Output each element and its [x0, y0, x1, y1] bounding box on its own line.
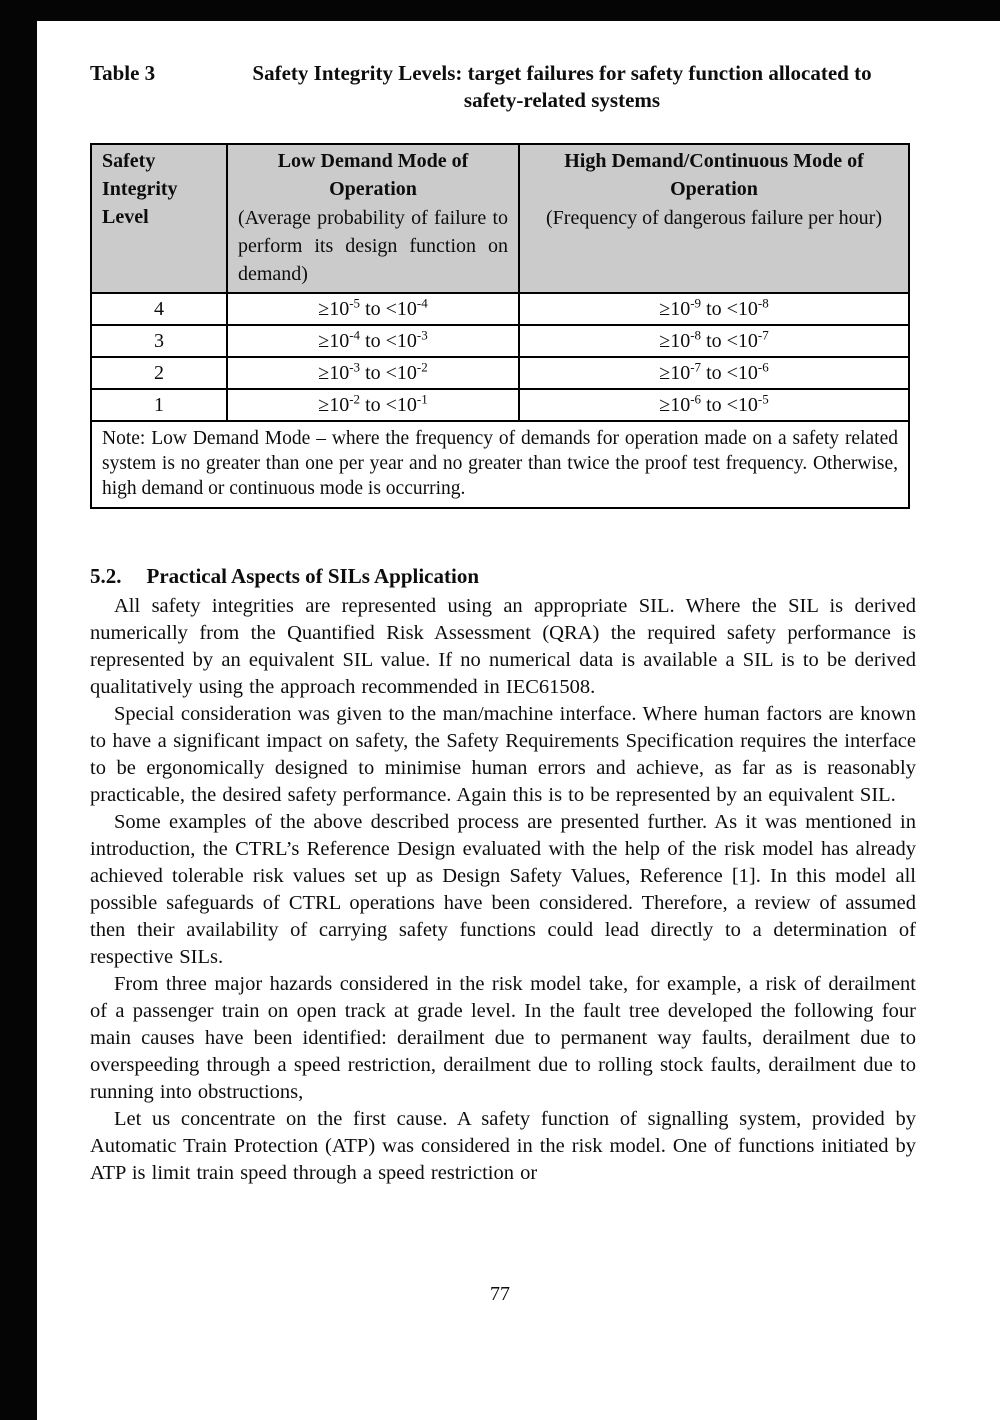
- body-paragraphs: All safety integrities are represented u…: [90, 593, 916, 1187]
- sil-level-cell: 1: [90, 388, 228, 422]
- low-demand-cell: ≥10-4 to <10-3: [226, 324, 520, 358]
- table-caption-label: Table 3: [90, 61, 156, 85]
- table-row: 2 ≥10-3 to <10-2 ≥10-7 to <10-6: [90, 356, 910, 390]
- sil-level-cell: 2: [90, 356, 228, 390]
- paragraph: From three major hazards considered in t…: [90, 973, 916, 1103]
- page-number: 77: [490, 1283, 510, 1305]
- high-demand-cell: ≥10-7 to <10-6: [518, 356, 910, 390]
- high-demand-title: High Demand/Continuous Mode of Operation: [564, 150, 864, 200]
- page-content: Table 3 Safety Integrity Levels: target …: [90, 60, 916, 1187]
- table-caption-title-line2: safety-related systems: [463, 88, 661, 112]
- high-demand-cell: ≥10-9 to <10-8: [518, 292, 910, 326]
- header-row: Safety Integrity Level Low Demand Mode o…: [90, 143, 910, 294]
- high-demand-subtitle: (Frequency of dangerous failure per hour…: [546, 207, 882, 229]
- sil-table: Safety Integrity Level Low Demand Mode o…: [90, 143, 910, 509]
- paragraph: All safety integrities are represented u…: [90, 595, 916, 698]
- table-row: 3 ≥10-4 to <10-3 ≥10-8 to <10-7: [90, 324, 910, 358]
- low-demand-subtitle: (Average probability of failure to perfo…: [238, 207, 508, 285]
- note-row: Note: Low Demand Mode – where the freque…: [90, 420, 910, 509]
- sil-table-body: 4 ≥10-5 to <10-4 ≥10-9 to <10-8 3 ≥10-4 to <…: [90, 292, 910, 422]
- high-demand-cell: ≥10-6 to <10-5: [518, 388, 910, 422]
- sil-table-header: Safety Integrity Level Low Demand Mode o…: [90, 143, 910, 294]
- header-cell-sil-level: Safety Integrity Level: [90, 143, 228, 294]
- table-caption: Table 3 Safety Integrity Levels: target …: [90, 60, 916, 114]
- header-sil-level-label: Safety Integrity Level: [102, 150, 178, 228]
- sil-table-foot: Note: Low Demand Mode – where the freque…: [90, 420, 910, 509]
- low-demand-cell: ≥10-3 to <10-2: [226, 356, 520, 390]
- table-row: 4 ≥10-5 to <10-4 ≥10-9 to <10-8: [90, 292, 910, 326]
- low-demand-cell: ≥10-5 to <10-4: [226, 292, 520, 326]
- table-caption-title: Safety Integrity Levels: target failures…: [208, 60, 916, 114]
- section-number: 5.2.: [90, 564, 122, 588]
- sil-level-cell: 4: [90, 292, 228, 326]
- paragraph: Some examples of the above described pro…: [90, 811, 916, 968]
- header-cell-low-demand: Low Demand Mode of Operation (Average pr…: [226, 143, 520, 294]
- scan-border-left: [0, 0, 37, 1420]
- paragraph: Special consideration was given to the m…: [90, 703, 916, 806]
- table-note: Note: Low Demand Mode – where the freque…: [90, 420, 910, 509]
- table-row: 1 ≥10-2 to <10-1 ≥10-6 to <10-5: [90, 388, 910, 422]
- high-demand-cell: ≥10-8 to <10-7: [518, 324, 910, 358]
- low-demand-cell: ≥10-2 to <10-1: [226, 388, 520, 422]
- section-title: Practical Aspects of SILs Application: [146, 564, 480, 588]
- header-cell-high-demand: High Demand/Continuous Mode of Operation…: [518, 143, 910, 294]
- table-caption-title-line1: Safety Integrity Levels: target failures…: [252, 61, 872, 85]
- sil-level-cell: 3: [90, 324, 228, 358]
- section-heading: 5.2. Practical Aspects of SILs Applicatio…: [90, 563, 916, 590]
- scan-border-top: [0, 0, 1000, 21]
- low-demand-title: Low Demand Mode of Operation: [277, 150, 469, 200]
- paragraph: Let us concentrate on the first cause. A…: [90, 1108, 916, 1184]
